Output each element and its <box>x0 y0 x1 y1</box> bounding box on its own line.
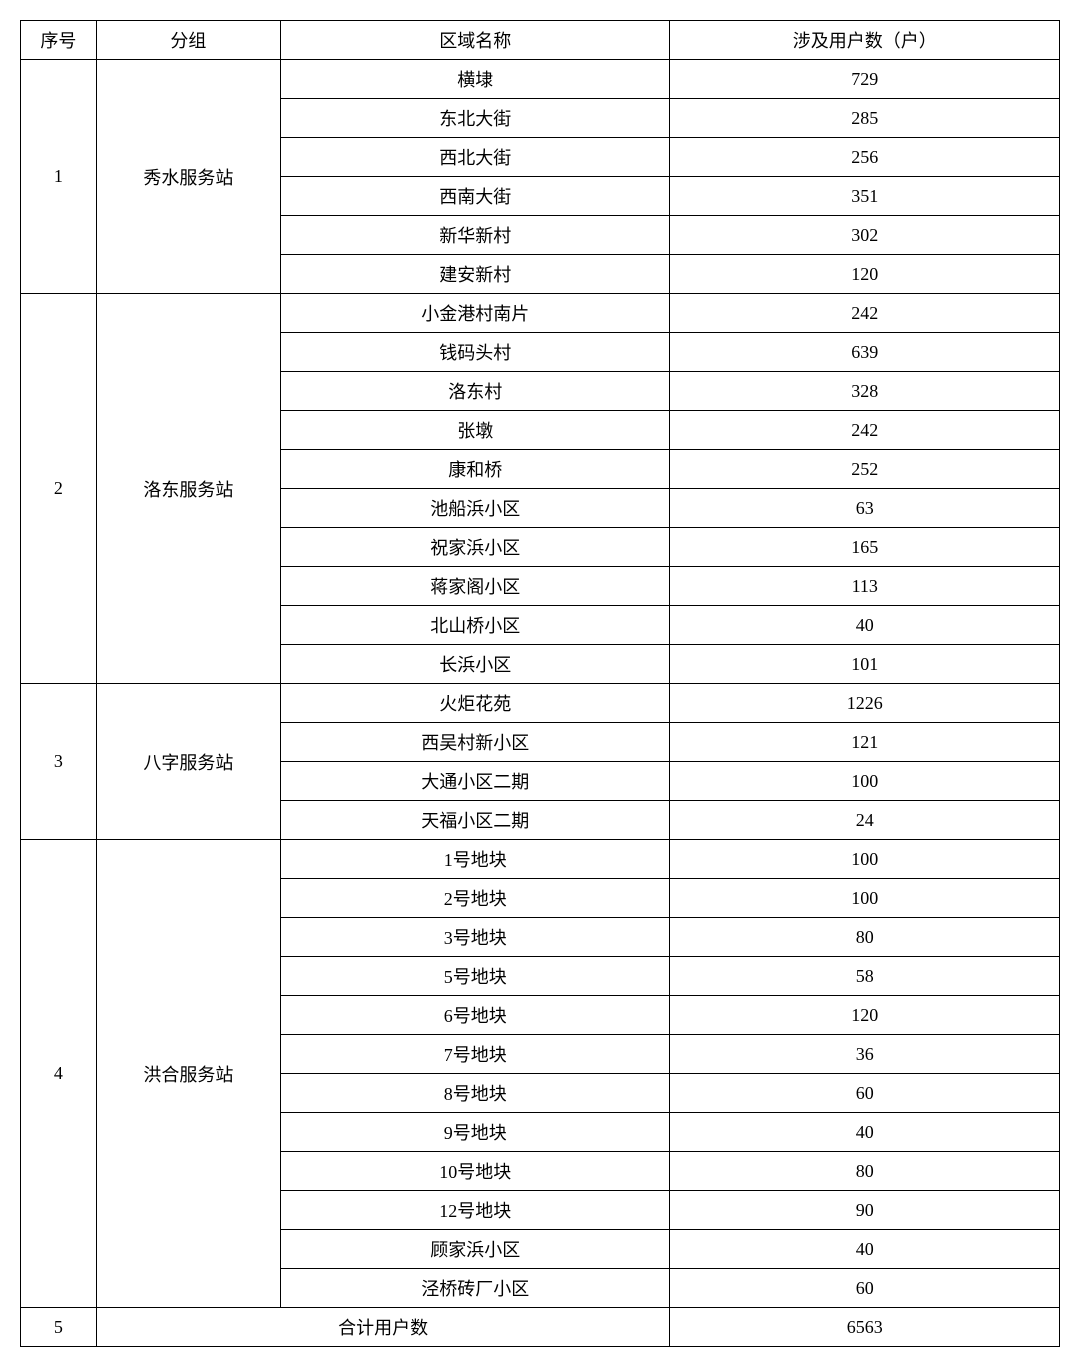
cell-users: 351 <box>670 177 1060 216</box>
cell-users: 58 <box>670 957 1060 996</box>
cell-seq: 4 <box>21 840 97 1308</box>
cell-users: 40 <box>670 1113 1060 1152</box>
cell-area: 顾家浜小区 <box>281 1230 670 1269</box>
cell-area: 小金港村南片 <box>281 294 670 333</box>
cell-seq: 2 <box>21 294 97 684</box>
table-row: 4洪合服务站1号地块100 <box>21 840 1060 879</box>
cell-area: 泾桥砖厂小区 <box>281 1269 670 1308</box>
cell-area: 新华新村 <box>281 216 670 255</box>
cell-group: 八字服务站 <box>96 684 280 840</box>
cell-users: 302 <box>670 216 1060 255</box>
header-users: 涉及用户数（户） <box>670 21 1060 60</box>
cell-users: 80 <box>670 1152 1060 1191</box>
cell-area: 长浜小区 <box>281 645 670 684</box>
cell-area: 5号地块 <box>281 957 670 996</box>
cell-users: 80 <box>670 918 1060 957</box>
cell-users: 100 <box>670 762 1060 801</box>
cell-users: 252 <box>670 450 1060 489</box>
cell-area: 池船浜小区 <box>281 489 670 528</box>
cell-total-users: 6563 <box>670 1308 1060 1347</box>
cell-seq: 3 <box>21 684 97 840</box>
cell-area: 6号地块 <box>281 996 670 1035</box>
cell-users: 242 <box>670 294 1060 333</box>
cell-users: 101 <box>670 645 1060 684</box>
cell-area: 洛东村 <box>281 372 670 411</box>
cell-users: 60 <box>670 1269 1060 1308</box>
cell-area: 北山桥小区 <box>281 606 670 645</box>
cell-area: 西北大街 <box>281 138 670 177</box>
cell-users: 1226 <box>670 684 1060 723</box>
cell-users: 285 <box>670 99 1060 138</box>
cell-seq: 1 <box>21 60 97 294</box>
cell-area: 东北大街 <box>281 99 670 138</box>
table-body: 1秀水服务站横埭729东北大街285西北大街256西南大街351新华新村302建… <box>21 60 1060 1347</box>
cell-area: 火炬花苑 <box>281 684 670 723</box>
cell-users: 63 <box>670 489 1060 528</box>
cell-area: 2号地块 <box>281 879 670 918</box>
cell-area: 张墩 <box>281 411 670 450</box>
cell-users: 113 <box>670 567 1060 606</box>
cell-users: 40 <box>670 606 1060 645</box>
table-row: 1秀水服务站横埭729 <box>21 60 1060 99</box>
cell-area: 康和桥 <box>281 450 670 489</box>
cell-area: 建安新村 <box>281 255 670 294</box>
cell-area: 横埭 <box>281 60 670 99</box>
header-seq: 序号 <box>21 21 97 60</box>
cell-area: 钱码头村 <box>281 333 670 372</box>
cell-area: 祝家浜小区 <box>281 528 670 567</box>
cell-area: 西南大街 <box>281 177 670 216</box>
cell-total-seq: 5 <box>21 1308 97 1347</box>
cell-group: 洪合服务站 <box>96 840 280 1308</box>
cell-area: 3号地块 <box>281 918 670 957</box>
cell-users: 120 <box>670 996 1060 1035</box>
cell-users: 120 <box>670 255 1060 294</box>
cell-users: 100 <box>670 840 1060 879</box>
cell-area: 1号地块 <box>281 840 670 879</box>
cell-users: 639 <box>670 333 1060 372</box>
table-total-row: 5合计用户数6563 <box>21 1308 1060 1347</box>
cell-users: 40 <box>670 1230 1060 1269</box>
cell-users: 165 <box>670 528 1060 567</box>
cell-area: 10号地块 <box>281 1152 670 1191</box>
user-count-table: 序号 分组 区域名称 涉及用户数（户） 1秀水服务站横埭729东北大街285西北… <box>20 20 1060 1347</box>
cell-users: 100 <box>670 879 1060 918</box>
cell-users: 90 <box>670 1191 1060 1230</box>
table-row: 3八字服务站火炬花苑1226 <box>21 684 1060 723</box>
table-row: 2洛东服务站小金港村南片242 <box>21 294 1060 333</box>
cell-users: 328 <box>670 372 1060 411</box>
cell-group: 秀水服务站 <box>96 60 280 294</box>
cell-group: 洛东服务站 <box>96 294 280 684</box>
cell-users: 36 <box>670 1035 1060 1074</box>
cell-total-label: 合计用户数 <box>96 1308 670 1347</box>
header-area: 区域名称 <box>281 21 670 60</box>
cell-users: 60 <box>670 1074 1060 1113</box>
cell-area: 7号地块 <box>281 1035 670 1074</box>
cell-users: 24 <box>670 801 1060 840</box>
cell-area: 12号地块 <box>281 1191 670 1230</box>
cell-area: 8号地块 <box>281 1074 670 1113</box>
header-group: 分组 <box>96 21 280 60</box>
cell-users: 729 <box>670 60 1060 99</box>
cell-users: 256 <box>670 138 1060 177</box>
cell-area: 西吴村新小区 <box>281 723 670 762</box>
cell-area: 蒋家阁小区 <box>281 567 670 606</box>
table-header-row: 序号 分组 区域名称 涉及用户数（户） <box>21 21 1060 60</box>
cell-users: 121 <box>670 723 1060 762</box>
cell-area: 大通小区二期 <box>281 762 670 801</box>
cell-users: 242 <box>670 411 1060 450</box>
cell-area: 9号地块 <box>281 1113 670 1152</box>
cell-area: 天福小区二期 <box>281 801 670 840</box>
